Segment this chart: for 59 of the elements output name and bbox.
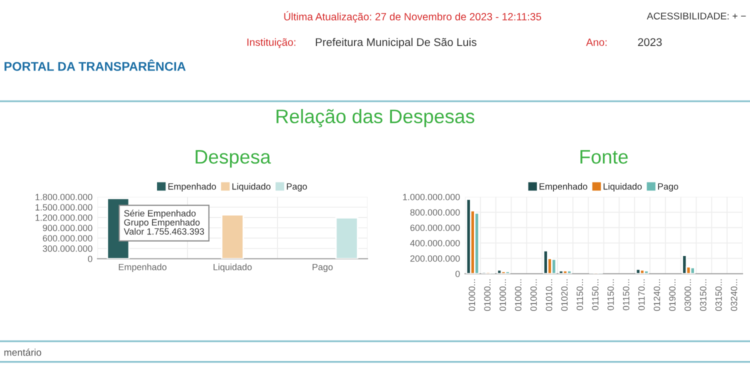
y-tick-label: 0: [455, 270, 460, 278]
text: 2023: [638, 38, 662, 46]
x-tick-label: Liquidado: [214, 264, 252, 272]
x-tick-label: 01000...: [484, 279, 491, 311]
x-tick-label: 03000...: [684, 279, 691, 311]
chart-title: Fonte: [580, 150, 628, 164]
x-tick-label: 01000...: [514, 279, 522, 311]
y-tick-label: 800.000.000: [410, 209, 460, 216]
text: Instituição:: [247, 38, 296, 48]
bar: [474, 212, 480, 274]
bar: [690, 266, 696, 274]
y-tick-label: 600.000.000: [410, 224, 460, 231]
text: Prefeitura Municipal De São Luis: [316, 38, 476, 48]
x-tick-label: Empenhado: [118, 264, 166, 272]
bar: [566, 270, 572, 274]
text: Relação das Despesas: [276, 109, 474, 128]
x-tick-label: 01000...: [500, 279, 506, 311]
text: mentário: [4, 348, 42, 356]
text: Ano:: [586, 38, 607, 46]
x-tick-label: 01150...: [576, 279, 584, 310]
x-tick-label: 01000...: [468, 279, 476, 311]
text: Última Atualização: 27 de Novembro de 2023 - 12:11:35: [284, 11, 542, 22]
legend-label: Liquidado: [604, 183, 642, 192]
bar: [504, 270, 510, 274]
bar: [682, 254, 688, 274]
legend-label: Pago: [286, 183, 307, 192]
x-tick-label: 01170...: [638, 279, 645, 310]
legend-label: Empenhado: [540, 183, 588, 192]
bar: [644, 270, 650, 274]
x-tick-label: 01150...: [622, 279, 630, 310]
bar: [551, 258, 557, 274]
y-tick-label: 600.000.000: [42, 235, 92, 242]
y-tick-label: 0: [88, 256, 92, 262]
x-tick-label: 01900...: [669, 279, 676, 311]
x-tick-label: 03150...: [700, 279, 706, 311]
legend-label: Liquidado: [232, 183, 270, 192]
y-tick-label: 300.000.000: [42, 245, 92, 252]
y-tick-label: 200.000.000: [410, 255, 460, 262]
annotation: Série Empenhado Grupo Empenhado Valor 1.755.463.393: [124, 210, 204, 235]
y-tick-label: 1.500.000.000: [36, 204, 92, 211]
x-tick-label: 01010...: [546, 279, 552, 311]
y-tick-label: 1.800.000.000: [36, 194, 92, 200]
x-tick-label: 01240...: [654, 279, 660, 311]
x-tick-label: 01000...: [530, 279, 537, 311]
y-tick-label: 400.000.000: [410, 240, 460, 246]
y-tick-label: 1.200.000.000: [36, 214, 92, 221]
x-tick-label: 01150...: [607, 279, 614, 310]
legend-label: Empenhado: [168, 183, 216, 192]
y-tick-label: 1.000.000.000: [403, 194, 460, 200]
legend-label: Pago: [658, 183, 678, 192]
x-tick-label: 03150...: [715, 279, 722, 311]
chart-title: Despesa: [196, 150, 271, 168]
x-tick-label: Pago: [312, 264, 333, 272]
x-tick-label: 01150...: [592, 279, 598, 310]
text: ACESSIBILIDADE: + −: [646, 12, 746, 20]
y-tick-label: 900.000.000: [42, 224, 92, 232]
x-tick-label: 03240...: [730, 279, 738, 311]
x-tick-label: 01020...: [561, 279, 568, 311]
text: PORTAL DA TRANSPARÊNCIA: [4, 60, 186, 71]
